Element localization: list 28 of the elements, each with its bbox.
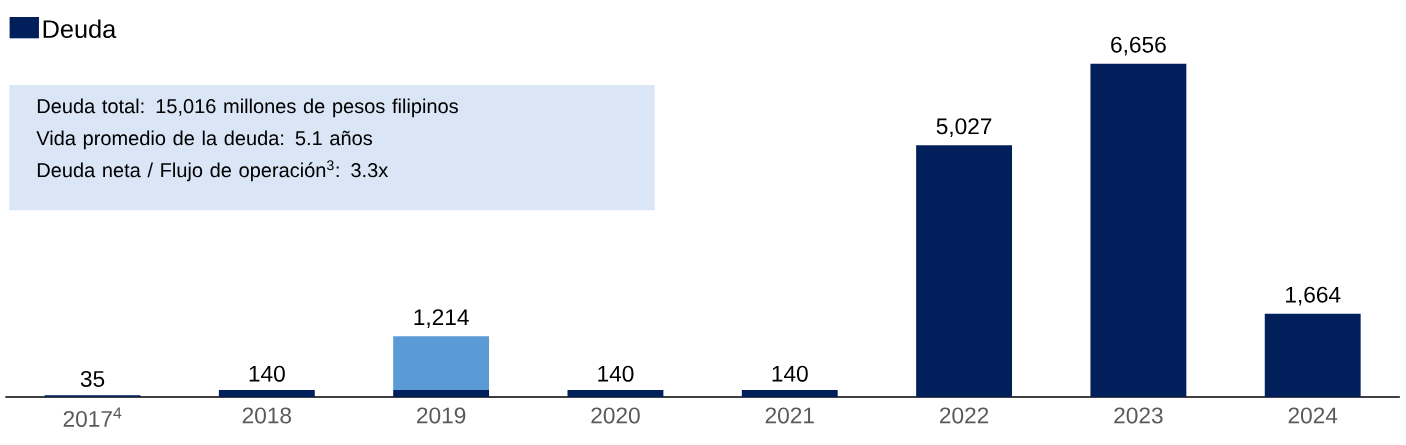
bar — [916, 145, 1013, 397]
x-tick-label: 2020 — [591, 407, 640, 424]
data-label: 140 — [249, 365, 285, 382]
bar — [567, 389, 664, 397]
bar — [741, 389, 838, 397]
data-label: 35 — [80, 370, 105, 387]
x-tick-label: 2022 — [940, 407, 989, 424]
data-label: 140 — [772, 365, 808, 382]
data-label: 6,656 — [1111, 36, 1166, 56]
x-tick-label: 2019 — [417, 407, 466, 424]
data-label: 1,664 — [1286, 286, 1341, 306]
x-tick-label: 2017$^{4}$ — [63, 407, 122, 427]
bar — [218, 389, 315, 397]
annotation: Deuda total: 15,016 millones de pesos filipinos — [37, 98, 458, 118]
bar — [393, 389, 490, 397]
x-tick-label: 2018 — [242, 407, 292, 424]
annotation: Deuda neta / Flujo de operación$^{3}$: 3.3x — [37, 160, 389, 182]
data-label: 5,027 — [936, 118, 992, 137]
legend-label: Deuda — [43, 19, 117, 39]
x-tick-label: 2024 — [1288, 407, 1338, 424]
data-label: 140 — [598, 365, 634, 382]
x-tick-label: 2021 — [765, 407, 814, 424]
x-tick-label: 2023 — [1114, 407, 1163, 424]
bar — [1090, 63, 1187, 397]
bar — [1264, 313, 1361, 397]
annotation: Vida promedio de la deuda: 5.1 años — [36, 130, 372, 150]
total-label: 1,214 — [414, 309, 469, 328]
bar — [393, 336, 490, 390]
